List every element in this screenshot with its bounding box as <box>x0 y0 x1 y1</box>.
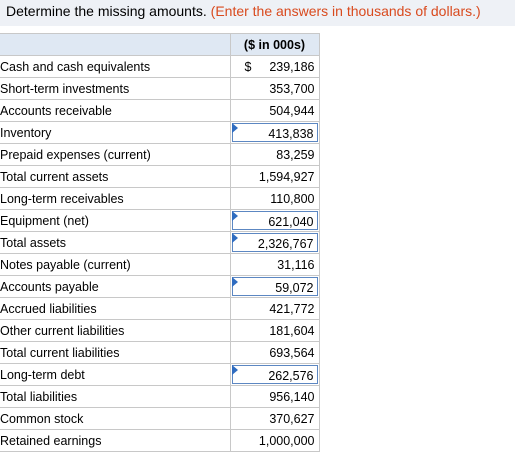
row-label: Retained earnings <box>0 429 230 452</box>
answer-cell: 2,326,767 <box>229 231 320 254</box>
answer-cell: 621,040 <box>229 209 320 232</box>
row-label: Long-term receivables <box>0 187 230 210</box>
row-label: Short-term investments <box>0 77 230 100</box>
table-row: Retained earnings 1,000,000 <box>0 429 320 452</box>
table-row: Total liabilities 956,140 <box>0 385 320 408</box>
value-cell: 693,564 <box>229 341 320 364</box>
answer-value: 413,838 <box>268 127 314 141</box>
answer-value: 2,326,767 <box>257 237 314 251</box>
row-value: 181,604 <box>269 324 315 338</box>
row-label: Total liabilities <box>0 385 230 408</box>
table-row: Accounts payable 59,072 <box>0 275 320 298</box>
answer-value: 59,072 <box>275 281 314 295</box>
row-label: Common stock <box>0 407 230 430</box>
answer-flag-icon <box>231 365 238 375</box>
table-header-row: ($ in 000s) <box>0 33 320 56</box>
instruction-text: Determine the missing amounts. <box>6 3 207 19</box>
answer-input[interactable]: 621,040 <box>231 211 318 230</box>
value-cell: 83,259 <box>229 143 320 166</box>
value-cell: 1,000,000 <box>229 429 320 452</box>
row-value: 110,800 <box>270 192 315 206</box>
answer-cell: 59,072 <box>229 275 320 298</box>
table-row: Cash and cash equivalents $239,186 <box>0 55 320 78</box>
row-label: Total assets <box>0 231 230 254</box>
row-value: 956,140 <box>269 390 315 404</box>
row-label: Notes payable (current) <box>0 253 230 276</box>
row-label: Cash and cash equivalents <box>0 55 230 78</box>
table-row: Short-term investments 353,700 <box>0 77 320 100</box>
answer-input[interactable]: 262,576 <box>231 365 318 384</box>
value-cell: $239,186 <box>229 55 320 78</box>
value-cell: 110,800 <box>229 187 320 210</box>
row-label: Total current assets <box>0 165 230 188</box>
row-value: 504,944 <box>269 104 315 118</box>
table-row: Common stock 370,627 <box>0 407 320 430</box>
answer-flag-icon <box>231 211 238 221</box>
value-cell: 956,140 <box>229 385 320 408</box>
table-row: Total current liabilities 693,564 <box>0 341 320 364</box>
row-label: Equipment (net) <box>0 209 230 232</box>
value-cell: 181,604 <box>229 319 320 342</box>
table-row: Equipment (net) 621,040 <box>0 209 320 232</box>
table-row: Accounts receivable 504,944 <box>0 99 320 122</box>
row-value: 370,627 <box>269 412 315 426</box>
row-label: Accounts payable <box>0 275 230 298</box>
row-label: Accrued liabilities <box>0 297 230 320</box>
value-cell: 31,116 <box>229 253 320 276</box>
row-label: Long-term debt <box>0 363 230 386</box>
table-row: Accrued liabilities 421,772 <box>0 297 320 320</box>
row-value: 693,564 <box>269 346 315 360</box>
value-cell: 504,944 <box>229 99 320 122</box>
table-row: Notes payable (current) 31,116 <box>0 253 320 276</box>
answer-flag-icon <box>231 277 238 287</box>
column-header: ($ in 000s) <box>229 33 320 56</box>
table-row: Prepaid expenses (current) 83,259 <box>0 143 320 166</box>
row-value: 239,186 <box>269 60 315 74</box>
header-label-cell <box>0 33 230 56</box>
row-label: Total current liabilities <box>0 341 230 364</box>
row-label: Accounts receivable <box>0 99 230 122</box>
answer-cell: 413,838 <box>229 121 320 144</box>
answer-input[interactable]: 2,326,767 <box>231 233 318 252</box>
instruction-hint: (Enter the answers in thousands of dolla… <box>210 3 481 19</box>
table-row: Other current liabilities 181,604 <box>0 319 320 342</box>
row-value: 353,700 <box>269 82 315 96</box>
currency-symbol: $ <box>244 60 252 74</box>
row-label: Prepaid expenses (current) <box>0 143 230 166</box>
answer-cell: 262,576 <box>229 363 320 386</box>
row-value: 1,000,000 <box>258 434 315 448</box>
value-cell: 421,772 <box>229 297 320 320</box>
table-row: Long-term debt 262,576 <box>0 363 320 386</box>
value-cell: 1,594,927 <box>229 165 320 188</box>
financial-table: ($ in 000s) Cash and cash equivalents $23… <box>0 33 320 452</box>
row-value: 421,772 <box>269 302 315 316</box>
row-value: 1,594,927 <box>258 170 315 184</box>
table-row: Total assets 2,326,767 <box>0 231 320 254</box>
answer-value: 262,576 <box>268 369 314 383</box>
row-label: Inventory <box>0 121 230 144</box>
row-value: 83,259 <box>276 148 315 162</box>
table-row: Long-term receivables 110,800 <box>0 187 320 210</box>
row-label: Other current liabilities <box>0 319 230 342</box>
answer-flag-icon <box>231 233 238 243</box>
answer-input[interactable]: 59,072 <box>231 277 318 296</box>
instruction-bar: Determine the missing amounts. (Enter th… <box>0 0 515 26</box>
table-row: Total current assets 1,594,927 <box>0 165 320 188</box>
value-cell: 370,627 <box>229 407 320 430</box>
value-cell: 353,700 <box>229 77 320 100</box>
row-value: 31,116 <box>277 258 315 272</box>
answer-input[interactable]: 413,838 <box>231 123 318 142</box>
answer-value: 621,040 <box>268 215 314 229</box>
answer-flag-icon <box>231 123 238 133</box>
table-row: Inventory 413,838 <box>0 121 320 144</box>
